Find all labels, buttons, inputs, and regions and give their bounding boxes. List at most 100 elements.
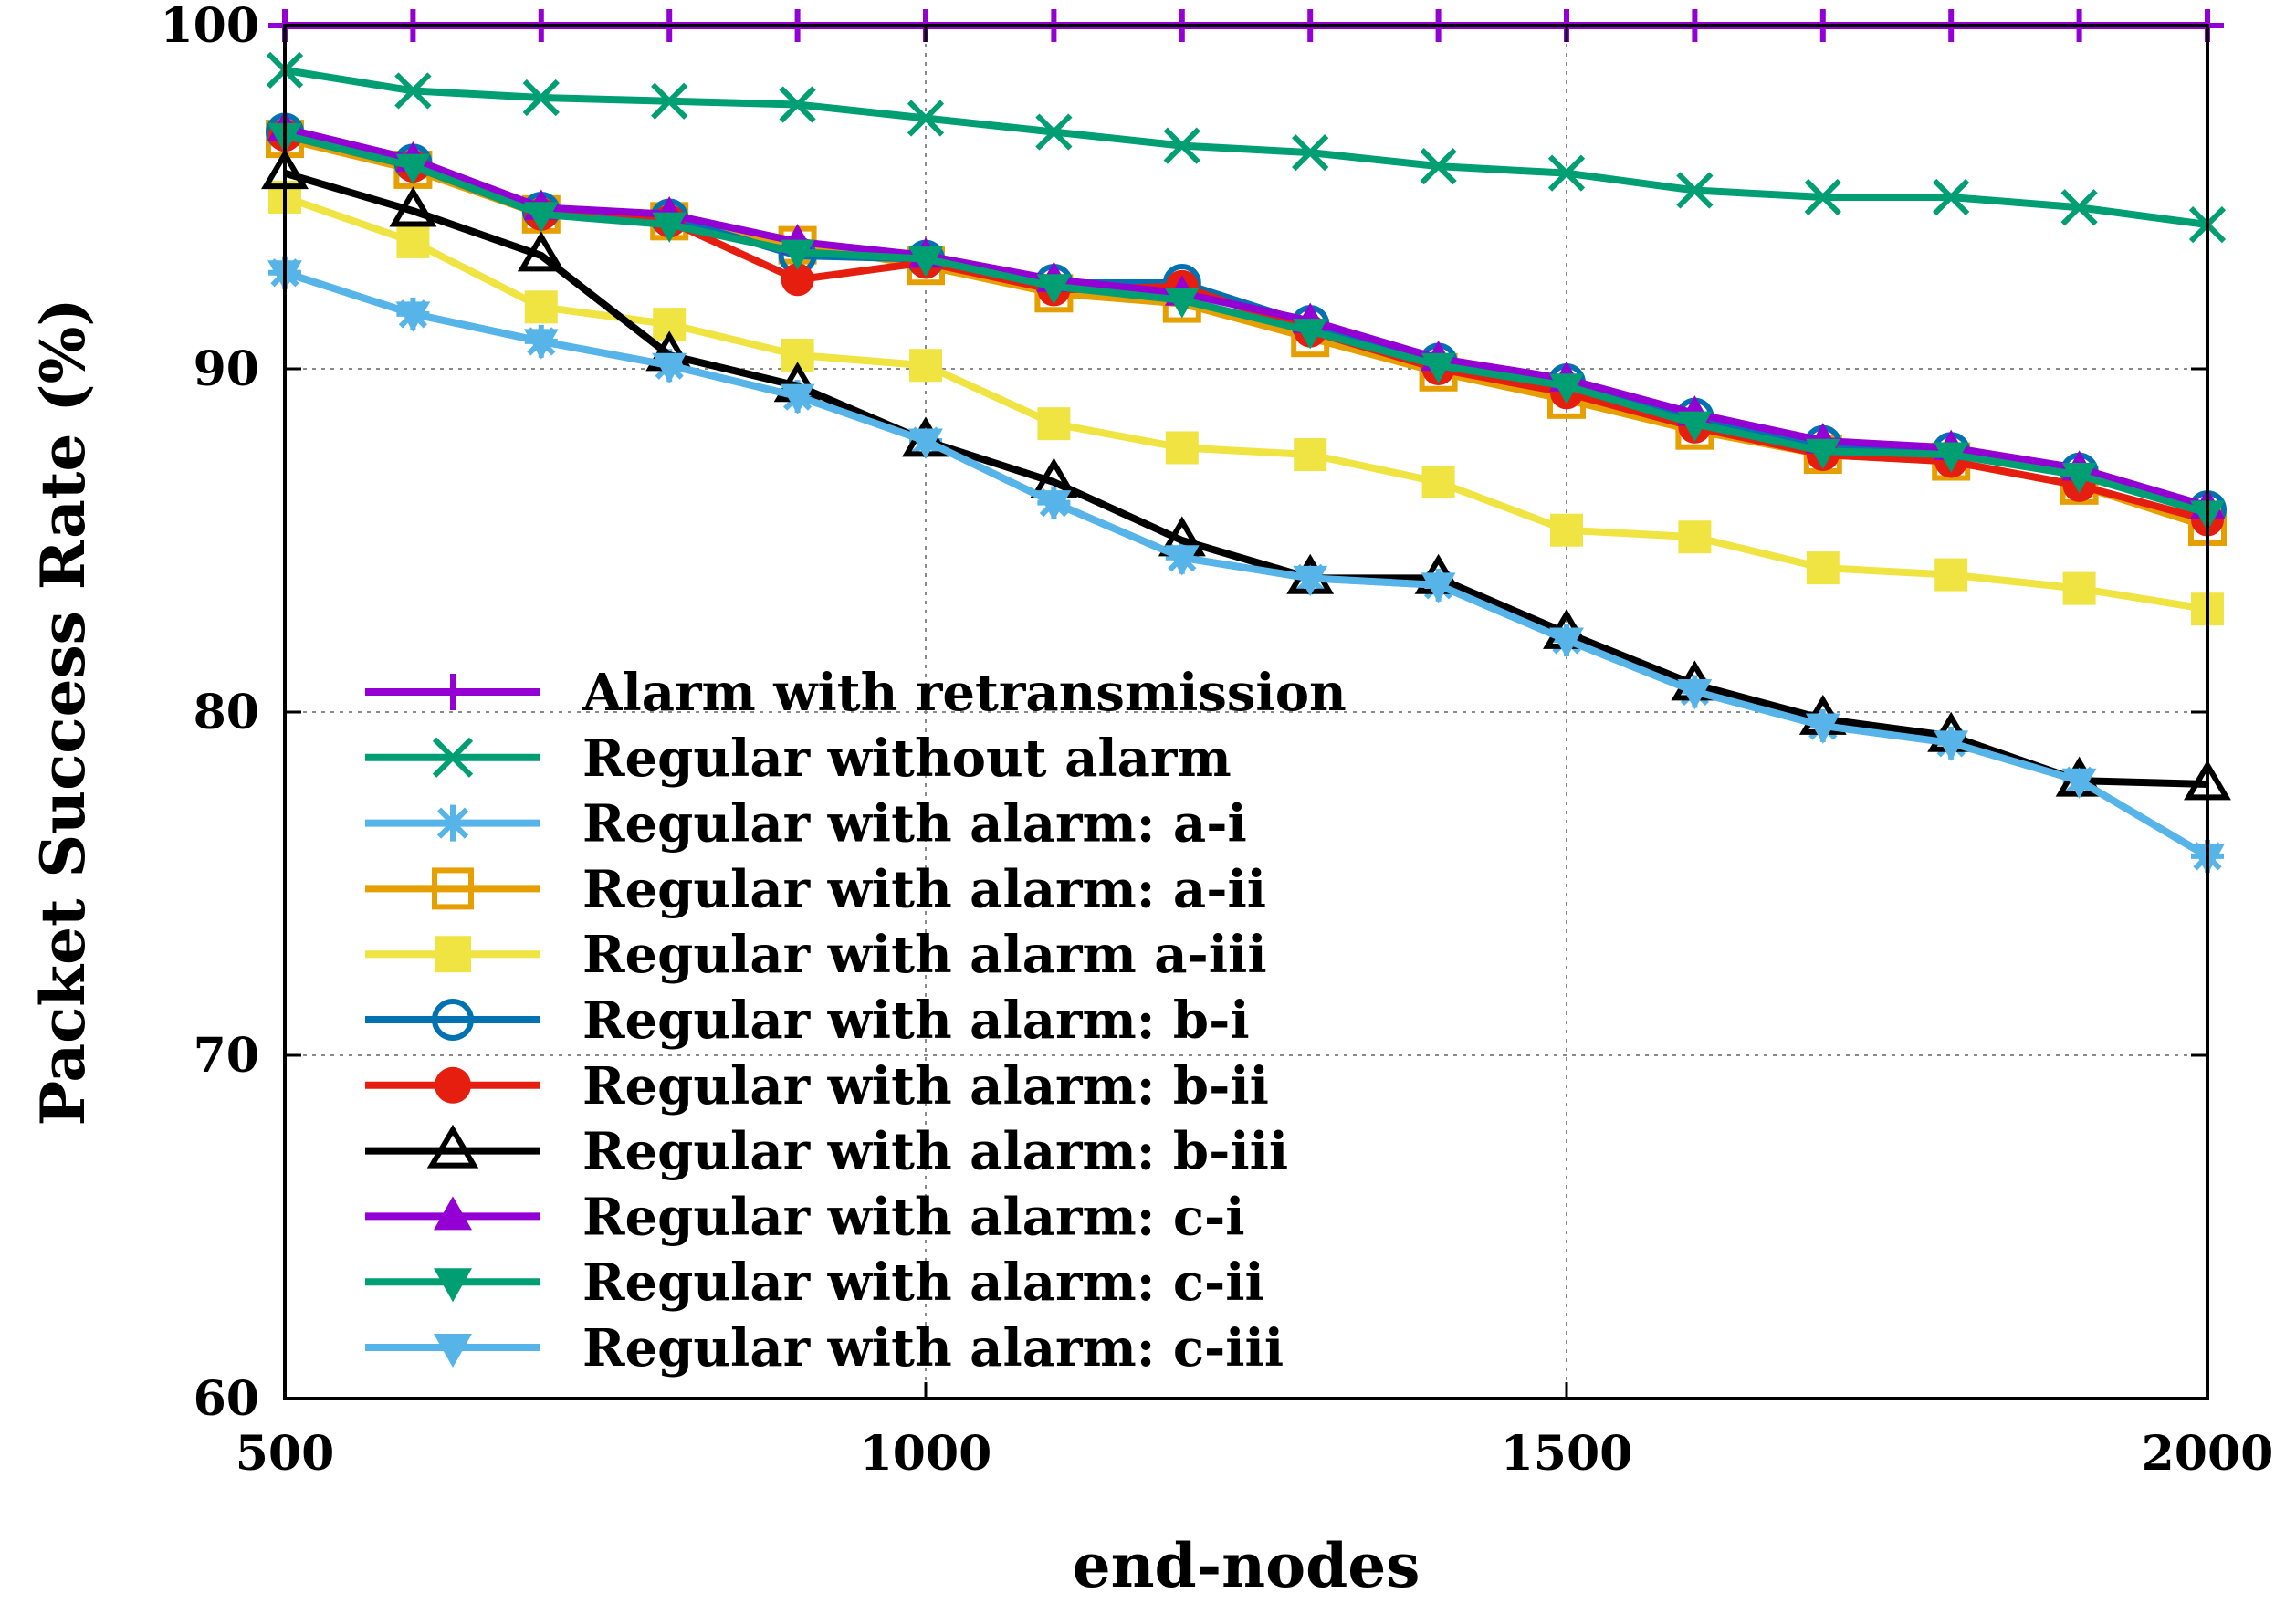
data-point: [1934, 730, 1969, 761]
data-point: [1164, 288, 1200, 319]
data-point: [434, 1334, 472, 1368]
data-point: [1035, 113, 1073, 151]
data-point: [1933, 178, 1970, 216]
data-point: [1421, 572, 1456, 603]
data-point: [780, 383, 815, 414]
data-point: [1678, 520, 1712, 554]
data-point: [523, 329, 559, 360]
data-point: [2062, 571, 2096, 605]
legend-label: Regular with alarm: c-iii: [582, 1318, 1284, 1378]
data-point: [907, 100, 945, 137]
series-2: [266, 51, 2227, 244]
series-layer: [261, 9, 2231, 875]
legend-entry: Regular with alarm: c-ii: [365, 1252, 1264, 1313]
data-point: [523, 202, 559, 233]
series-10: [267, 122, 2225, 531]
data-point: [2061, 463, 2097, 494]
data-point: [1421, 466, 1455, 499]
legend-label: Alarm with retransmission: [582, 663, 1347, 723]
x-tick-label: 2000: [2142, 1426, 2274, 1482]
legend-label: Regular with alarm: b-iii: [582, 1122, 1288, 1182]
data-point: [1165, 431, 1199, 465]
data-point: [426, 1124, 479, 1169]
data-point: [434, 1196, 472, 1231]
series-line: [284, 66, 2208, 229]
data-point: [395, 301, 431, 332]
data-point: [1163, 127, 1200, 164]
legend-label: Regular with alarm: b-ii: [582, 1056, 1269, 1116]
series-line: [284, 124, 2209, 510]
legend-entry: Regular with alarm: a-ii: [365, 859, 1266, 919]
data-point: [435, 936, 471, 973]
data-point: [1547, 154, 1586, 192]
series-7: [268, 119, 2224, 537]
y-tick-label: 90: [194, 341, 259, 397]
y-tick-label: 60: [194, 1371, 259, 1427]
data-point: [1806, 551, 1840, 585]
data-point: [1293, 319, 1328, 350]
legend-label: Regular with alarm: a-i: [582, 794, 1247, 854]
legend-entry: Regular with alarm: c-iii: [365, 1318, 1284, 1378]
data-point: [909, 349, 942, 383]
data-point: [652, 212, 687, 243]
data-point: [2061, 768, 2097, 799]
data-point: [522, 79, 560, 117]
legend-label: Regular with alarm a-iii: [582, 925, 1267, 985]
data-point: [1676, 172, 1714, 209]
y-axis-title: Packet Success Rate (%): [27, 298, 99, 1126]
x-axis-title: end-nodes: [1073, 1530, 1421, 1601]
data-point: [517, 231, 565, 272]
axis-ticks: 500 1000 1500 2000 60 70 80 90 100: [160, 0, 2273, 1482]
series-line: [283, 268, 2210, 860]
data-point: [1037, 407, 1071, 441]
data-point: [1293, 565, 1328, 597]
legend-label: Regular with alarm: c-i: [582, 1187, 1245, 1247]
data-point: [908, 428, 943, 459]
data-point: [432, 999, 474, 1041]
legend-entry: Regular with alarm a-iii: [365, 925, 1267, 985]
x-tick-label: 1500: [1501, 1426, 1633, 1482]
legend-entry: Alarm with retransmission: [365, 663, 1347, 723]
data-point: [779, 86, 816, 123]
data-point: [1805, 438, 1840, 470]
x-tick-label: 1000: [860, 1426, 992, 1482]
series-11: [267, 260, 2225, 875]
series-line: [283, 194, 2208, 613]
data-point: [1805, 713, 1840, 744]
y-tick-label: 80: [194, 685, 259, 740]
data-point: [434, 1268, 472, 1303]
data-point: [394, 72, 432, 110]
data-point: [652, 352, 687, 384]
data-point: [1420, 148, 1457, 185]
data-point: [1294, 438, 1327, 471]
data-point: [432, 867, 474, 910]
data-point: [1934, 442, 1969, 473]
legend-entry: Regular without alarm: [365, 728, 1232, 789]
data-point: [781, 263, 814, 297]
legend-entry: Regular with alarm: b-ii: [365, 1056, 1269, 1116]
data-point: [1036, 490, 1072, 521]
data-point: [1550, 513, 1583, 547]
data-point: [780, 239, 815, 270]
data-point: [1549, 627, 1584, 658]
legend-entry: Regular with alarm: b-iii: [365, 1122, 1288, 1182]
data-point: [524, 290, 558, 324]
y-tick-label: 100: [160, 0, 259, 54]
legend-entry: Regular with alarm: c-i: [365, 1187, 1245, 1247]
data-point: [1292, 133, 1329, 172]
data-point: [435, 804, 471, 842]
y-tick-label: 70: [194, 1028, 259, 1084]
data-point: [651, 82, 688, 120]
data-point: [2060, 189, 2098, 226]
series-line: [284, 131, 2209, 524]
legend-label: Regular with alarm: b-i: [582, 990, 1250, 1051]
grid: [285, 26, 2207, 1399]
data-point: [395, 153, 431, 184]
data-point: [432, 737, 474, 778]
data-point: [1934, 558, 1968, 592]
data-point: [1421, 352, 1456, 384]
data-point: [1036, 274, 1072, 305]
series-line: [283, 169, 2208, 788]
x-tick-label: 500: [236, 1426, 335, 1482]
legend-label: Regular with alarm: a-ii: [582, 859, 1266, 919]
